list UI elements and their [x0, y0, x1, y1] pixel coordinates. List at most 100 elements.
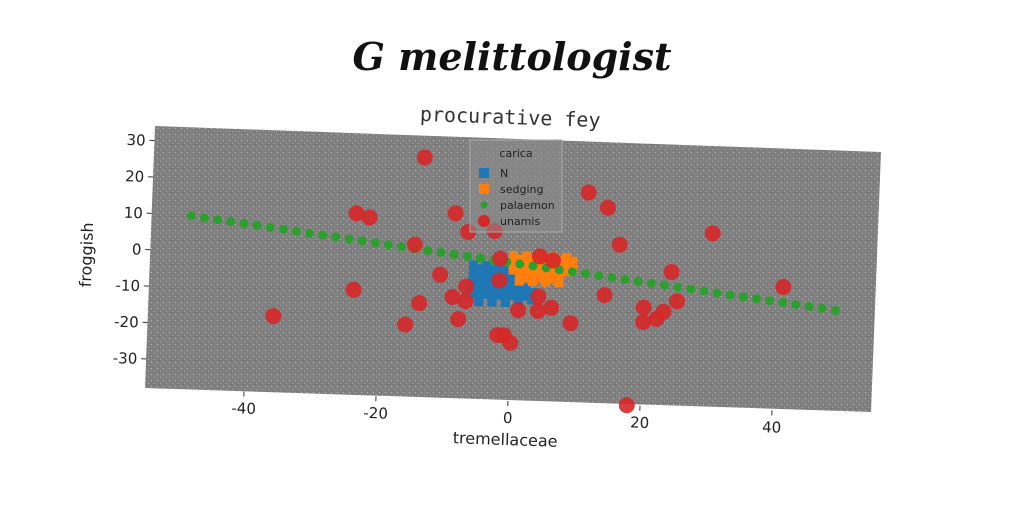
data-point	[291, 226, 301, 236]
legend-entry-label: unamis	[500, 215, 540, 228]
data-point	[239, 219, 249, 229]
data-point	[507, 290, 517, 300]
data-point	[515, 254, 525, 264]
data-point	[508, 265, 518, 275]
data-point	[581, 269, 591, 279]
data-point	[765, 296, 775, 306]
data-point	[468, 274, 478, 284]
data-point	[397, 316, 414, 333]
legend-title: carica	[499, 147, 532, 160]
data-point	[725, 290, 735, 300]
data-point	[252, 220, 262, 230]
y-tick-label: 10	[123, 204, 143, 223]
data-point	[494, 290, 504, 300]
data-point	[830, 305, 840, 315]
x-tick-label: -20	[363, 404, 388, 423]
data-point	[515, 259, 525, 269]
data-point	[397, 242, 407, 252]
data-point	[508, 258, 518, 268]
data-point	[646, 278, 656, 288]
data-point	[383, 240, 393, 250]
data-point	[331, 232, 341, 242]
data-point	[423, 246, 433, 256]
data-point	[541, 277, 551, 287]
legend-marker	[479, 184, 489, 194]
data-point	[487, 286, 497, 296]
data-point	[548, 266, 558, 276]
data-point	[475, 264, 485, 274]
data-point	[775, 278, 792, 295]
data-point	[514, 287, 524, 297]
data-point	[199, 213, 209, 223]
data-point	[561, 267, 571, 277]
legend-entry-label: sedging	[500, 183, 543, 196]
data-point	[226, 217, 236, 227]
data-point	[528, 269, 538, 279]
figure-suptitle: G melittologist	[352, 34, 672, 79]
data-point	[618, 397, 635, 414]
data-point	[620, 274, 630, 284]
data-point	[514, 269, 524, 279]
data-point	[474, 278, 484, 288]
data-point	[468, 267, 478, 277]
data-point	[521, 265, 531, 275]
y-tick-label: -10	[115, 276, 140, 295]
data-point	[265, 308, 282, 325]
data-point	[521, 258, 531, 268]
data-point	[370, 238, 380, 248]
data-point	[567, 267, 577, 277]
data-point	[508, 276, 518, 286]
data-point	[528, 261, 538, 271]
data-point	[501, 287, 511, 297]
data-point	[635, 314, 652, 331]
data-point	[444, 288, 461, 305]
data-point	[541, 270, 551, 280]
data-point	[704, 225, 721, 242]
data-point	[213, 215, 223, 225]
data-point	[510, 302, 527, 319]
data-point	[530, 288, 547, 305]
data-point	[491, 272, 508, 289]
data-point	[738, 292, 748, 302]
data-point	[348, 205, 365, 222]
data-marks	[186, 149, 840, 414]
y-tick-label: -20	[114, 313, 139, 332]
data-point	[599, 199, 616, 216]
y-tick-label: 30	[126, 131, 146, 150]
y-axis-label: froggish	[76, 222, 97, 288]
data-point	[492, 250, 509, 267]
data-point	[554, 278, 564, 288]
axis-ticks: -40 -20 0 20 40 -30 -20 -10 0 10 20 30	[112, 131, 781, 437]
data-point	[475, 271, 485, 281]
data-point	[481, 282, 491, 292]
data-point	[561, 252, 571, 262]
data-point	[554, 265, 564, 275]
data-point	[509, 250, 519, 260]
data-point	[449, 249, 459, 259]
data-point	[416, 149, 433, 166]
y-tick-label: -30	[112, 349, 137, 368]
data-point	[751, 294, 761, 304]
data-point	[791, 300, 801, 310]
x-tick-label: -40	[231, 399, 256, 418]
data-point	[607, 273, 617, 283]
data-point	[450, 311, 467, 328]
data-point	[594, 271, 604, 281]
data-point	[699, 286, 709, 296]
legend-marker	[478, 215, 490, 227]
data-point	[804, 301, 814, 311]
data-point	[501, 265, 511, 275]
series-unamis	[265, 149, 792, 414]
y-tick-label: 20	[125, 167, 145, 186]
data-point	[502, 334, 519, 351]
data-point	[462, 251, 472, 261]
data-point	[568, 256, 578, 266]
data-point	[447, 205, 464, 222]
data-point	[562, 315, 579, 332]
data-point	[458, 278, 475, 295]
data-point	[482, 260, 492, 270]
data-point	[543, 299, 560, 316]
data-point	[686, 284, 696, 294]
data-point	[633, 276, 643, 286]
data-point	[345, 281, 362, 298]
